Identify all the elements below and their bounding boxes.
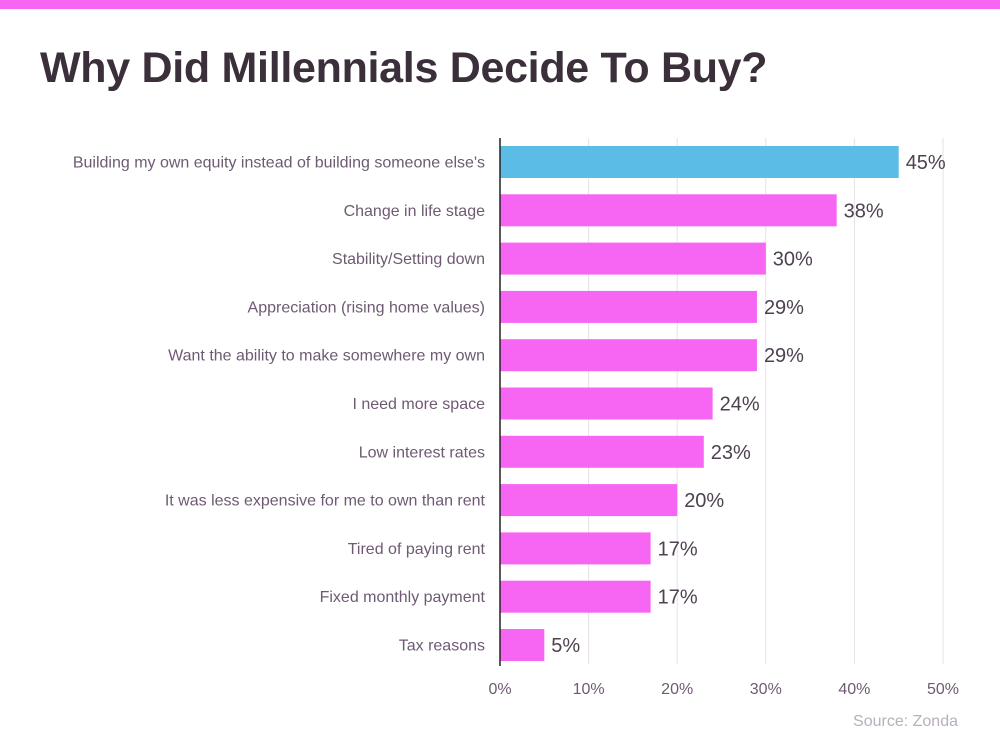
page-title: Why Did Millennials Decide To Buy?	[40, 44, 768, 92]
x-tick-label: 20%	[661, 681, 693, 698]
value-label: 20%	[684, 490, 724, 512]
value-label: 29%	[764, 297, 804, 319]
labels: 0% 10% 20% 30% 40% 50% Building my own equity …	[73, 152, 959, 698]
category-label: Building my own equity instead of buildi…	[73, 155, 485, 172]
value-label: 29%	[764, 345, 804, 367]
x-tick-label: 0%	[488, 681, 511, 698]
category-label: I need more space	[352, 396, 485, 413]
value-label: 17%	[658, 538, 698, 560]
x-tick-label: 10%	[573, 681, 605, 698]
value-label: 17%	[658, 587, 698, 609]
bar	[500, 580, 651, 613]
category-label: Change in life stage	[344, 203, 486, 220]
x-tick-label: 50%	[927, 681, 959, 698]
bars	[499, 138, 899, 666]
value-label: 23%	[711, 442, 751, 464]
value-label: 45%	[906, 152, 946, 174]
bar	[500, 242, 766, 275]
bar	[500, 484, 678, 517]
x-tick-label: 30%	[750, 681, 782, 698]
category-label: Fixed monthly payment	[320, 589, 486, 606]
category-label: Appreciation (rising home values)	[248, 299, 485, 316]
value-label: 24%	[720, 394, 760, 416]
category-label: Tired of paying rent	[348, 541, 486, 558]
category-label: Stability/Setting down	[332, 251, 485, 268]
bar	[500, 387, 713, 420]
category-label: Tax reasons	[399, 638, 485, 655]
value-label: 30%	[773, 249, 813, 271]
top-accent-bar	[0, 0, 1000, 9]
category-label: It was less expensive for me to own than…	[165, 493, 486, 510]
bar	[500, 290, 757, 323]
bar	[500, 629, 545, 661]
bar	[500, 339, 757, 372]
bar	[500, 435, 704, 468]
category-label: Want the ability to make somewhere my ow…	[168, 348, 485, 365]
source-note: Source: Zonda	[853, 713, 958, 730]
value-label: 38%	[844, 200, 884, 222]
bar	[500, 146, 899, 178]
value-label: 5%	[551, 635, 580, 657]
x-tick-label: 40%	[838, 681, 870, 698]
bar	[500, 194, 837, 227]
bar	[500, 532, 651, 565]
category-label: Low interest rates	[359, 444, 485, 461]
